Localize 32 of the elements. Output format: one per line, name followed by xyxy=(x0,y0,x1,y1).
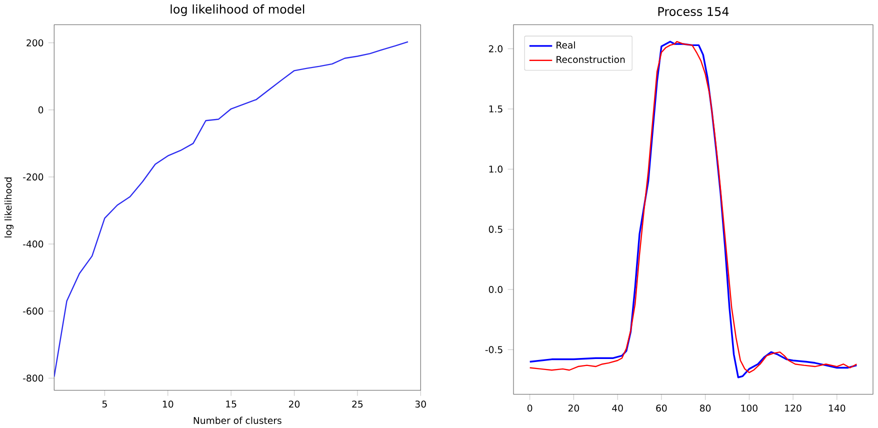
y-tick-label: 1.0 xyxy=(489,165,502,172)
x-tick-label: 40 xyxy=(612,404,623,412)
x-tick-label: 20 xyxy=(289,400,300,408)
chart-title: log likelihood of model xyxy=(170,4,304,16)
y-tick-label: 0 xyxy=(38,106,44,114)
x-axis-title: Number of clusters xyxy=(194,416,282,424)
x-tick-label: 5 xyxy=(102,400,107,408)
x-tick-label: 120 xyxy=(785,404,802,412)
x-tick-label: 0 xyxy=(527,404,532,412)
legend-label: Real xyxy=(556,41,575,48)
x-tick-label: 100 xyxy=(741,404,758,412)
y-tick-label: -600 xyxy=(23,307,44,314)
x-tick-label: 20 xyxy=(568,404,580,412)
y-tick-label: 0.0 xyxy=(488,286,502,293)
chart-title: Process 154 xyxy=(658,6,729,16)
y-tick-label: 0.5 xyxy=(488,226,502,233)
y-tick-label: -400 xyxy=(23,240,44,248)
y-tick-label: 200 xyxy=(26,39,44,46)
x-tick-label: 80 xyxy=(700,404,711,412)
y-tick-label: 2.0 xyxy=(488,45,502,52)
y-tick-label: -200 xyxy=(23,173,44,180)
x-tick-label: 30 xyxy=(415,400,426,408)
y-axis-title: log likelihood xyxy=(4,177,14,238)
x-tick-label: 10 xyxy=(162,400,174,408)
legend-label: Reconstruction xyxy=(556,56,625,63)
y-tick-label: -0.5 xyxy=(485,346,502,353)
y-tick-label: 1.5 xyxy=(489,105,502,112)
x-tick-label: 60 xyxy=(656,404,667,412)
x-tick-label: 140 xyxy=(829,404,846,412)
y-tick-label: -800 xyxy=(23,374,44,382)
x-tick-label: 25 xyxy=(352,400,363,408)
x-tick-label: 15 xyxy=(226,400,236,408)
